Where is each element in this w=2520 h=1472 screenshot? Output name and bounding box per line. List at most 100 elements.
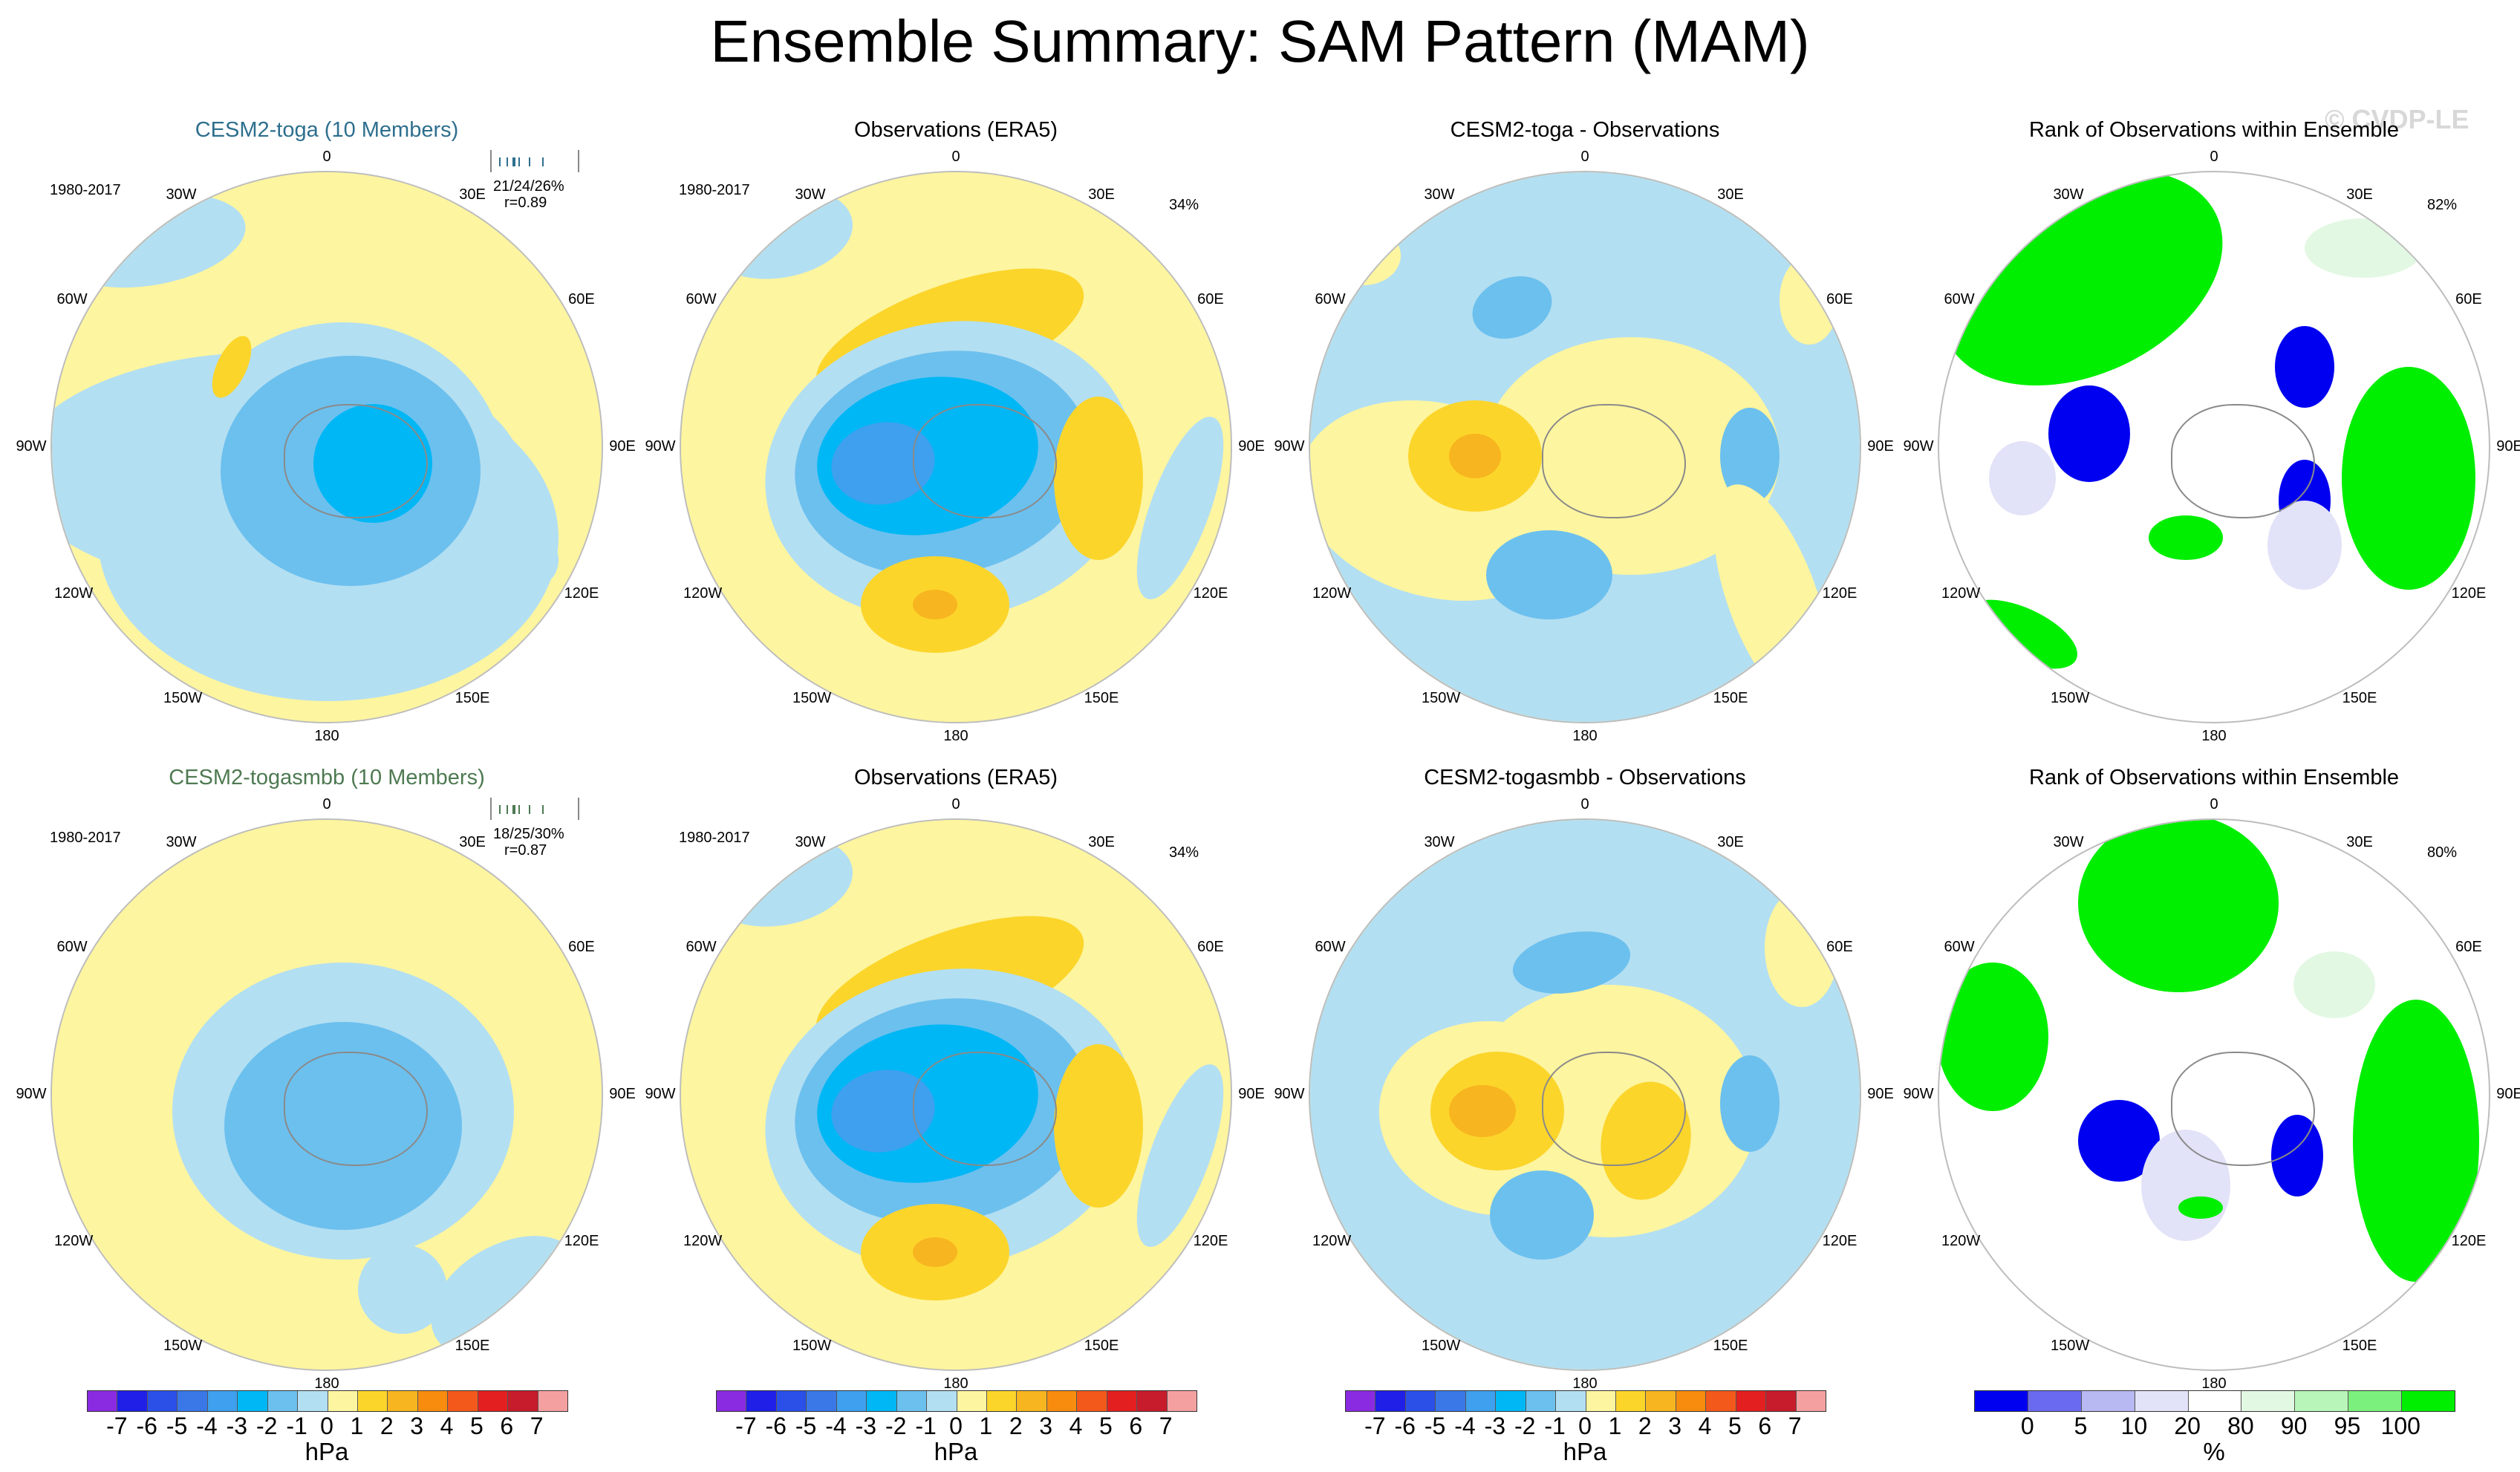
colorbar-3-swatch — [1705, 1391, 1736, 1411]
panel-r1-c3-lon-label: 180 — [1572, 728, 1598, 744]
colorbar-3-tick-label: 7 — [1788, 1413, 1802, 1439]
panel-r1-c1-period: 1980-2017 — [50, 182, 121, 198]
panel-r2-c1-spread-tick — [542, 805, 544, 814]
colorbar-4-units: % — [2203, 1438, 2225, 1465]
panel-r1-c1-lon-label: 180 — [314, 728, 339, 744]
colorbar-1-tick-label: -6 — [136, 1413, 157, 1439]
colorbar-1-tick-label: -3 — [226, 1413, 248, 1439]
colorbar-2-tick-label: 6 — [1129, 1413, 1143, 1439]
panel-r1-c2-lon-label: 90E — [1238, 438, 1265, 455]
colorbar-2-swatch — [986, 1391, 1017, 1411]
panel-r1-c2-field-region-8 — [1054, 397, 1143, 560]
panel-r1-c2-percent: 34% — [1169, 197, 1199, 213]
panel-r2-c2-lon-label: 30W — [795, 833, 826, 850]
panel-r1-c3-lon-label: 90E — [1867, 438, 1894, 455]
colorbar-3 — [1345, 1390, 1826, 1412]
panel-r1-c1-lon-label: 60E — [568, 291, 595, 307]
colorbar-2 — [716, 1390, 1197, 1412]
colorbar-1-swatch — [507, 1391, 538, 1411]
panel-r1-c3-lon-label: 120W — [1312, 585, 1352, 602]
panel-r2-c1-lon-label: 90W — [16, 1086, 47, 1102]
panel-r2-c2-lon-label: 90E — [1238, 1086, 1265, 1102]
colorbar-3-tick-label: -6 — [1394, 1413, 1416, 1439]
panel-r2-c4-lon-label: 90E — [2496, 1086, 2520, 1102]
panel-r1-c2-lon-label: 150W — [792, 690, 832, 707]
panel-r2-c3-lon-label: 120E — [1822, 1233, 1858, 1249]
panel-r1-c4-field-region-10 — [2305, 218, 2423, 278]
colorbar-1-swatch — [387, 1391, 417, 1411]
colorbar-2-tick-label: 7 — [1159, 1413, 1173, 1439]
panel-r1-c3-lon-label: 150E — [1713, 690, 1748, 707]
panel-r2-c1-antarctica-outline — [284, 1052, 428, 1166]
colorbar-1-tick-label: 3 — [410, 1413, 424, 1439]
panel-r1-c3-lon-label: 30E — [1717, 186, 1744, 203]
panel-r2-c4-field-region-2 — [1939, 963, 2048, 1111]
colorbar-3-tick-label: 4 — [1698, 1413, 1712, 1439]
colorbar-2-swatch — [717, 1391, 746, 1411]
panel-r1-c3-field-region-5 — [1449, 434, 1501, 478]
panel-r2-c1-spread-tick — [529, 805, 530, 814]
panel-r1-c4-lon-label: 180 — [2201, 728, 2227, 744]
watermark: © CVDP-LE — [2325, 104, 2469, 134]
panel-r1-c2-period: 1980-2017 — [679, 182, 750, 198]
colorbar-2-tick-label: 4 — [1069, 1413, 1083, 1439]
panel-r2-c4-lon-label: 30E — [2346, 833, 2373, 850]
colorbar-4-swatch — [2134, 1391, 2188, 1411]
panel-r2-c1-lon-label: 60W — [56, 939, 88, 955]
colorbar-2-tick-label: -5 — [795, 1413, 817, 1439]
colorbar-1-tick-label: 5 — [469, 1413, 484, 1439]
panel-r1-c4-field-region-2 — [2342, 367, 2475, 590]
panel-r2-c3-lon-label: 30E — [1717, 833, 1744, 850]
colorbar-3-swatch — [1465, 1391, 1496, 1411]
colorbar-2-swatch — [896, 1391, 927, 1411]
panel-r1-c1-lon-label: 30W — [166, 186, 197, 203]
colorbar-4-tick-label: 0 — [2020, 1413, 2034, 1439]
panel-r2-c1-lon-label: 30W — [166, 833, 197, 850]
colorbar-1-tick-label: -4 — [196, 1413, 218, 1439]
panel-r1-c2-lon-label: 150E — [1084, 690, 1119, 707]
colorbar-3-swatch — [1555, 1391, 1586, 1411]
panel-r1-c2-title: Observations (ERA5) — [854, 118, 1058, 142]
colorbar-1-tick-label: 7 — [530, 1413, 544, 1439]
colorbar-4 — [1974, 1390, 2455, 1412]
panel-r2-c1-field-region-5 — [358, 1245, 447, 1334]
panel-r1-c1-lon-label: 30E — [459, 186, 486, 203]
colorbar-1-swatch — [417, 1391, 448, 1411]
panel-r2-c4-field-region-7 — [2293, 951, 2375, 1018]
panel-r1-c3-field-region-8 — [1486, 530, 1612, 619]
panel-r1-c4-field-region-4 — [2149, 515, 2223, 560]
panel-r1-c2-lon-label: 120W — [683, 585, 723, 602]
panel-r2-c1-map — [51, 818, 603, 1371]
panel-r2-c3-lon-label: 150W — [1422, 1338, 1461, 1355]
panel-r2-c1-lon-label: 30E — [459, 833, 486, 850]
panel-r2-c4-lon-label: 60E — [2455, 939, 2482, 955]
colorbar-1-tick-label: 1 — [350, 1413, 364, 1439]
panel-r2-c1-pattern-corr: r=0.87 — [504, 842, 547, 859]
panel-r1-c3-lon-label: 0 — [1580, 149, 1589, 165]
panel-r1-c2-map — [680, 171, 1232, 723]
panel-r1-c1-spread-tick — [542, 157, 544, 166]
colorbar-2-swatch — [1166, 1391, 1196, 1411]
panel-r1-c2-lon-label: 60E — [1197, 291, 1224, 307]
colorbar-2-tick-label: 5 — [1098, 1413, 1113, 1439]
panel-r1-c4-lon-label: 0 — [2210, 149, 2218, 165]
colorbar-3-swatch — [1346, 1391, 1375, 1411]
colorbar-1-swatch — [477, 1391, 508, 1411]
panel-r1-c1-lon-label: 150W — [163, 690, 203, 707]
colorbar-3-swatch — [1435, 1391, 1465, 1411]
panel-r2-c1-period: 1980-2017 — [50, 830, 121, 846]
colorbar-4-swatch — [2187, 1391, 2241, 1411]
panel-r2-c4-title: Rank of Observations within Ensemble — [2028, 766, 2400, 789]
colorbar-1-swatch — [146, 1391, 178, 1411]
colorbar-3-swatch — [1735, 1391, 1766, 1411]
panel-r2-c4-lon-label: 60W — [1944, 939, 1975, 955]
colorbar-1-swatch — [237, 1391, 267, 1411]
colorbar-4-swatch — [1975, 1391, 2028, 1411]
panel-r2-c3-lon-label: 60E — [1826, 939, 1853, 955]
colorbar-1-tick-label: 6 — [500, 1413, 514, 1439]
panel-r2-c1-lon-label: 150E — [455, 1338, 490, 1355]
colorbar-1-swatch — [267, 1391, 298, 1411]
panel-r2-c4-lon-label: 30W — [2053, 833, 2084, 850]
panel-r1-c2-antarctica-outline — [913, 404, 1057, 518]
panel-r2-c4-field-region-8 — [2178, 1196, 2223, 1219]
